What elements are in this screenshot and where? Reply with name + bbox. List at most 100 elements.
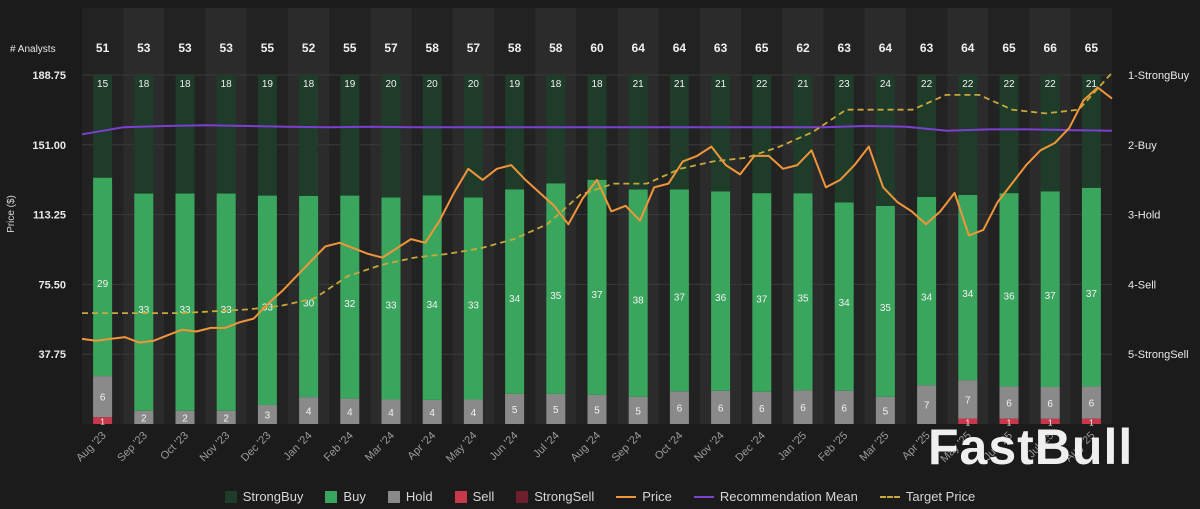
bar-hold-0 bbox=[93, 376, 113, 418]
analyst-count-9: 57 bbox=[467, 41, 481, 55]
bar-label-strongbuy-9: 20 bbox=[468, 79, 480, 90]
bar-strongbuy-6 bbox=[340, 75, 360, 196]
bar-strongbuy-23 bbox=[1040, 75, 1060, 192]
bar-label-buy-11: 35 bbox=[550, 291, 562, 302]
bar-hold-19 bbox=[875, 396, 895, 424]
y-tick-label-0: 188.75 bbox=[32, 70, 66, 82]
analyst-count-17: 62 bbox=[796, 41, 810, 55]
bar-label-hold-16: 6 bbox=[759, 404, 765, 415]
bar-buy-17 bbox=[793, 193, 813, 391]
bar-label-hold-7: 4 bbox=[388, 408, 394, 419]
x-tick-label-8: Apr '24 bbox=[405, 430, 438, 463]
analyst-count-0: 51 bbox=[96, 41, 110, 55]
legend-item-strongbuy[interactable]: StrongBuy bbox=[224, 489, 303, 504]
analyst-count-12: 60 bbox=[590, 41, 604, 55]
analyst-count-7: 57 bbox=[384, 41, 398, 55]
legend-item-hold[interactable]: Hold bbox=[387, 489, 433, 504]
x-tick-label-10: Jun '24 bbox=[487, 430, 520, 463]
legend-label: Hold bbox=[405, 489, 433, 504]
bar-label-strongbuy-0: 15 bbox=[97, 79, 109, 90]
bar-buy-12 bbox=[587, 179, 607, 395]
legend-item-target-price[interactable]: Target Price bbox=[879, 489, 975, 504]
bar-label-strongbuy-6: 19 bbox=[344, 79, 356, 90]
analyst-count-2: 53 bbox=[178, 41, 192, 55]
legend-label: Recommendation Mean bbox=[719, 489, 858, 504]
legend-item-buy[interactable]: Buy bbox=[325, 489, 366, 504]
bar-label-strongbuy-4: 19 bbox=[262, 79, 274, 90]
bar-hold-9 bbox=[463, 399, 483, 424]
bar-buy-7 bbox=[381, 197, 401, 400]
bar-buy-9 bbox=[463, 197, 483, 400]
analyst-count-19: 64 bbox=[879, 41, 893, 55]
y-tick-label-4: 37.75 bbox=[38, 349, 66, 361]
bar-strongbuy-7 bbox=[381, 75, 401, 198]
analyst-count-8: 58 bbox=[426, 41, 440, 55]
bar-label-hold-6: 4 bbox=[347, 407, 353, 418]
bar-label-hold-3: 2 bbox=[223, 413, 229, 424]
x-tick-label-16: Dec '24 bbox=[733, 430, 768, 465]
legend-item-recommendation-mean[interactable]: Recommendation Mean bbox=[693, 489, 858, 504]
fastbull-watermark: FastBull bbox=[928, 419, 1134, 475]
bar-label-buy-5: 30 bbox=[303, 299, 315, 310]
bar-label-strongbuy-7: 20 bbox=[385, 79, 397, 90]
x-tick-label-15: Nov '24 bbox=[692, 430, 727, 465]
bar-label-strongbuy-20: 22 bbox=[921, 79, 933, 90]
bar-label-buy-4: 33 bbox=[262, 303, 274, 314]
bar-buy-0 bbox=[93, 177, 113, 377]
x-tick-label-7: Mar '24 bbox=[363, 430, 397, 464]
bar-label-strongbuy-17: 21 bbox=[797, 79, 809, 90]
x-tick-label-2: Oct '23 bbox=[158, 430, 191, 463]
bar-buy-8 bbox=[422, 195, 442, 400]
bar-label-buy-22: 36 bbox=[1003, 291, 1015, 302]
bar-sell-24 bbox=[1081, 418, 1101, 424]
bar-buy-5 bbox=[299, 195, 319, 398]
bar-label-hold-17: 6 bbox=[800, 403, 806, 414]
bar-label-buy-18: 34 bbox=[839, 298, 851, 309]
bar-buy-20 bbox=[917, 196, 937, 386]
bar-label-hold-12: 5 bbox=[594, 405, 600, 416]
bar-hold-11 bbox=[546, 393, 566, 424]
legend-swatch bbox=[325, 490, 338, 503]
chart-legend: StrongBuy Buy Hold Sell StrongSell Price Recom… bbox=[0, 484, 1200, 509]
bar-label-hold-19: 5 bbox=[883, 406, 889, 417]
bar-label-hold-18: 6 bbox=[841, 403, 847, 414]
bar-buy-23 bbox=[1040, 191, 1060, 387]
x-tick-label-17: Jan '25 bbox=[776, 430, 809, 463]
bar-label-hold-20: 7 bbox=[924, 401, 930, 412]
analyst-count-22: 65 bbox=[1002, 41, 1016, 55]
bar-buy-14 bbox=[669, 189, 689, 392]
analyst-count-21: 64 bbox=[961, 41, 975, 55]
bar-sell-21 bbox=[958, 418, 978, 424]
bar-label-hold-2: 2 bbox=[182, 413, 188, 424]
legend-item-price[interactable]: Price bbox=[616, 489, 672, 504]
bar-label-strongbuy-1: 18 bbox=[138, 79, 150, 90]
x-tick-label-5: Jan '24 bbox=[281, 430, 314, 463]
bar-buy-1 bbox=[134, 193, 154, 411]
bar-hold-1 bbox=[134, 410, 154, 424]
x-tick-label-12: Aug '24 bbox=[568, 430, 603, 465]
legend-item-sell[interactable]: Sell bbox=[454, 489, 494, 504]
bar-label-sell-24: 1 bbox=[1089, 418, 1094, 427]
x-tick-label-13: Sep '24 bbox=[610, 430, 645, 465]
bar-label-buy-15: 36 bbox=[715, 293, 727, 304]
bar-label-buy-19: 35 bbox=[880, 303, 892, 314]
recommendation-mean-line bbox=[81, 124, 1113, 136]
bar-label-buy-21: 34 bbox=[962, 289, 974, 300]
bar-label-sell-23: 1 bbox=[1048, 418, 1053, 427]
legend-item-strongsell[interactable]: StrongSell bbox=[516, 489, 594, 504]
bar-hold-21 bbox=[958, 380, 978, 419]
bar-label-hold-14: 6 bbox=[677, 404, 683, 415]
bar-label-strongbuy-10: 19 bbox=[509, 79, 521, 90]
x-tick-label-3: Nov '23 bbox=[198, 430, 233, 465]
bar-sell-0 bbox=[93, 417, 113, 424]
analyst-count-6: 55 bbox=[343, 41, 357, 55]
bar-hold-15 bbox=[711, 390, 731, 424]
bar-label-strongbuy-24: 21 bbox=[1086, 79, 1098, 90]
analyst-count-3: 53 bbox=[220, 41, 234, 55]
bar-label-hold-24: 6 bbox=[1089, 399, 1095, 410]
legend-swatch bbox=[387, 490, 400, 503]
bar-label-strongbuy-21: 22 bbox=[962, 79, 974, 90]
bar-strongbuy-10 bbox=[505, 75, 525, 190]
bar-hold-16 bbox=[752, 391, 772, 424]
